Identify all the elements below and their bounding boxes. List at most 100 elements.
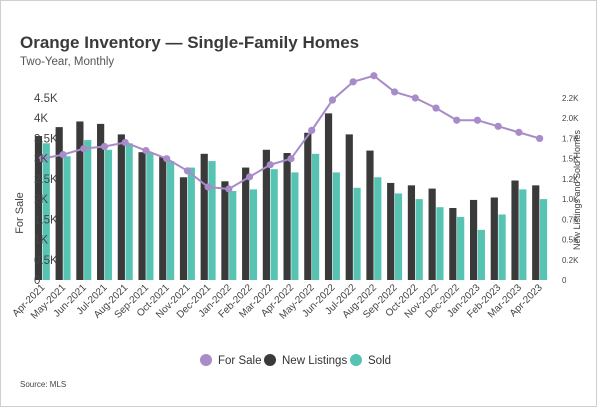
point-for-sale [494, 122, 502, 130]
bar-sold [270, 169, 278, 280]
bar-sold [457, 216, 465, 280]
bar-sold [436, 207, 444, 280]
line-layer [38, 72, 544, 193]
bar-new-listings [532, 185, 540, 280]
bar-sold [84, 140, 92, 280]
point-for-sale [163, 155, 171, 163]
point-for-sale [391, 88, 399, 96]
legend: For Sale New Listings Sold [200, 354, 391, 367]
bar-sold [249, 189, 258, 280]
y-right-tick-label: 0.5K [562, 236, 579, 245]
y-left-tick-label: 0 [34, 275, 40, 287]
legend-label: For Sale [218, 355, 261, 367]
y-left-tick-label: 3K [34, 154, 48, 166]
y-left-tick-label: 4K [34, 113, 48, 125]
bar-new-listings [97, 123, 105, 280]
y-right-tick-label: 2.0K [562, 114, 579, 123]
point-for-sale [80, 144, 88, 153]
chart-title: Orange Inventory — Single-Family Homes [20, 33, 360, 52]
y-left-axis-title: For Sale [14, 192, 26, 234]
bar-sold [187, 167, 195, 280]
point-for-sale [287, 155, 295, 163]
point-for-sale [183, 167, 191, 175]
y-left-tick-label: 4.5K [34, 93, 58, 105]
point-for-sale [38, 155, 46, 163]
y-right-axis-title: New Listings and Sold Homes [572, 129, 582, 250]
point-for-sale [204, 183, 212, 191]
y-right-tick-label: 2.2K [562, 94, 579, 103]
bar-new-listings [221, 181, 229, 280]
bar-new-listings [159, 157, 167, 280]
point-for-sale [536, 134, 544, 143]
bar-new-listings [324, 113, 333, 280]
y-left-tick-label: 3.5K [34, 133, 58, 145]
y-left-tick-label: 2K [34, 194, 48, 206]
bar-sold [353, 187, 361, 280]
bar-new-listings [304, 132, 312, 280]
point-for-sale [225, 185, 233, 193]
bar-sold [42, 143, 50, 280]
bar-sold [539, 199, 548, 280]
bar-layer [34, 113, 548, 281]
y-right-tick-label: 1.0K [562, 195, 579, 204]
point-for-sale [473, 116, 482, 124]
bar-sold [104, 149, 113, 280]
bar-new-listings [283, 153, 291, 280]
line-for-sale [42, 74, 540, 191]
bar-new-listings [55, 127, 63, 281]
bar-new-listings [387, 182, 395, 280]
legend-marker [350, 354, 362, 366]
y-left-tick-label: 0.5K [34, 255, 58, 267]
point-for-sale [308, 126, 316, 134]
point-for-sale [432, 104, 440, 112]
bar-sold [498, 214, 506, 280]
point-for-sale [370, 72, 378, 80]
legend-label: New Listings [282, 355, 347, 367]
y-right-tick-label: 1.7K [562, 134, 579, 143]
bar-new-listings [179, 177, 188, 280]
bar-new-listings [469, 199, 478, 280]
chart-subtitle: Two-Year, Monthly [20, 56, 115, 68]
y-left-tick-label: 1.5K [34, 214, 58, 226]
point-for-sale [266, 161, 274, 169]
bar-new-listings [366, 150, 374, 280]
bar-new-listings [449, 208, 457, 280]
point-for-sale [121, 138, 129, 147]
point-for-sale [100, 142, 109, 151]
bar-sold [332, 172, 340, 280]
bar-new-listings [490, 197, 498, 280]
bar-sold [415, 199, 423, 280]
bar-new-listings [407, 185, 416, 280]
point-for-sale [142, 146, 150, 155]
point-for-sale [349, 78, 357, 86]
bar-new-listings [262, 149, 270, 280]
point-for-sale [453, 116, 461, 124]
bar-sold [394, 193, 403, 280]
point-for-sale [59, 151, 67, 159]
bar-new-listings [76, 121, 84, 280]
point-for-sale [515, 128, 523, 136]
point-for-sale [411, 94, 419, 102]
y-right-tick-label: 0.7K [562, 215, 579, 224]
point-for-sale [245, 173, 254, 181]
legend-marker [200, 354, 212, 366]
bar-sold [519, 189, 527, 280]
bar-new-listings [345, 134, 353, 280]
y-left-tick-label: 2.5K [34, 174, 58, 186]
bar-new-listings [117, 134, 125, 280]
bar-sold [166, 161, 175, 280]
legend-marker [264, 354, 276, 366]
bar-new-listings [34, 136, 43, 280]
y-right-tick-label: 1.2K [562, 175, 579, 184]
point-for-sale [328, 96, 337, 104]
bar-sold [63, 156, 71, 280]
bar-sold [374, 177, 382, 280]
bar-new-listings [242, 167, 250, 280]
bar-sold [146, 153, 154, 280]
source-note: Source: MLS [20, 380, 67, 389]
legend-label: Sold [368, 355, 391, 367]
bar-new-listings [200, 153, 208, 280]
bar-sold [208, 161, 216, 280]
bar-new-listings [511, 180, 519, 280]
